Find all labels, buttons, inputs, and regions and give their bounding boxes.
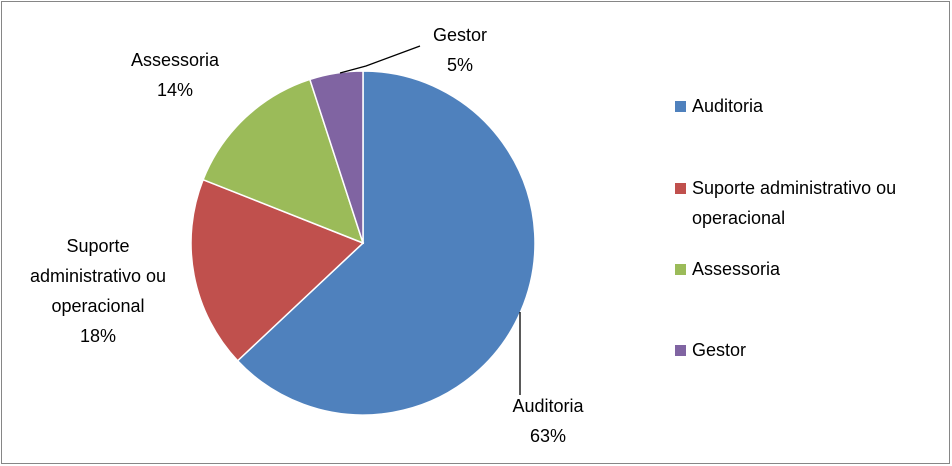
data-label: Suporte administrativo ou operacional 18% [18, 231, 178, 351]
legend-entry: Assessoria [675, 254, 907, 284]
pie-slice [308, 70, 364, 244]
data-label-name: Suporte administrativo ou operacional [29, 236, 167, 316]
legend-entry: Suporte administrativo ou operacional [675, 173, 907, 233]
legend-label: Suporte administrativo ou operacional [692, 178, 897, 228]
data-label: Auditoria 63% [468, 391, 628, 451]
legend-entry: Auditoria [675, 91, 907, 121]
data-label-value: 63% [529, 426, 567, 446]
data-label-name: Gestor [432, 25, 488, 45]
data-label: Gestor 5% [400, 20, 520, 80]
data-label-value: 18% [79, 326, 117, 346]
legend-swatch [675, 264, 686, 275]
pie-slice [190, 178, 365, 362]
data-label-name: Auditoria [512, 396, 584, 416]
legend-swatch [675, 345, 686, 356]
pie-slice [236, 70, 536, 416]
data-label-value: 14% [156, 80, 194, 100]
data-label: Assessoria 14% [95, 45, 255, 105]
legend-label: Gestor [692, 340, 747, 360]
legend-label: Auditoria [692, 96, 764, 116]
legend-entry: Gestor [675, 335, 907, 365]
legend-swatch [675, 101, 686, 112]
data-label-value: 5% [446, 55, 473, 75]
leader-line [339, 45, 421, 74]
legend-swatch [675, 183, 686, 194]
legend-label: Assessoria [692, 259, 781, 279]
data-label-name: Assessoria [130, 50, 220, 70]
